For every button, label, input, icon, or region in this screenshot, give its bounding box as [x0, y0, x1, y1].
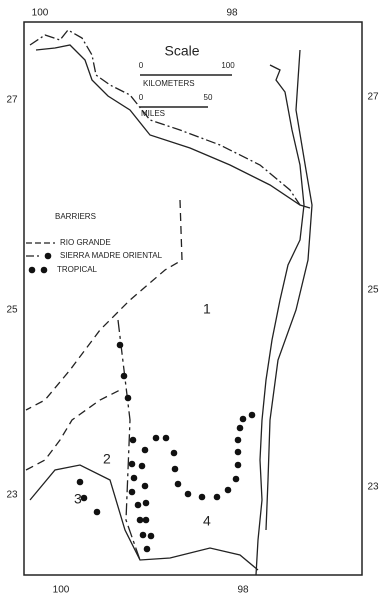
region-label: 2 — [103, 451, 111, 467]
barrier-dot — [171, 465, 179, 473]
barrier-dot — [142, 516, 150, 524]
barrier-dot — [139, 531, 147, 539]
barrier-dot — [134, 501, 142, 509]
map-frame — [23, 21, 363, 576]
legend-item: SIERRA MADRE ORIENTAL — [60, 251, 163, 260]
latitude-label: 27 — [367, 92, 379, 103]
barrier-dot — [120, 372, 128, 380]
longitude-label: 98 — [237, 585, 249, 596]
barrier-dot — [248, 411, 256, 419]
barrier-dot — [116, 341, 124, 349]
barrier-dot — [80, 494, 88, 502]
barrier-dot — [239, 415, 247, 423]
barrier-dot — [224, 486, 232, 494]
barrier-dot — [234, 448, 242, 456]
barrier-dot — [162, 434, 170, 442]
sierra-madre-barrier — [117, 319, 141, 561]
barrier-dot — [143, 545, 151, 553]
barrier-dot — [142, 499, 150, 507]
barrier-dot — [147, 532, 155, 540]
barrier-dot — [128, 460, 136, 468]
barrier-dot — [129, 436, 137, 444]
barrier-dot — [198, 493, 206, 501]
legend-title: BARRIERS — [55, 212, 96, 221]
barrier-dot — [152, 434, 160, 442]
barrier-dot — [170, 449, 178, 457]
scale-label: 0 — [139, 93, 144, 102]
region-label: 1 — [203, 301, 211, 317]
barrier-dot — [184, 490, 192, 498]
barrier-dot — [130, 474, 138, 482]
barrier-dot — [128, 488, 136, 496]
latitude-label: 25 — [367, 285, 379, 296]
coastline — [255, 64, 305, 576]
barrier-dot — [141, 446, 149, 454]
barrier-dot — [93, 508, 101, 516]
region-label: 4 — [203, 513, 211, 529]
barrier-dot — [234, 436, 242, 444]
legend-item: TROPICAL — [57, 265, 98, 274]
barrier-dot — [124, 394, 132, 402]
longitude-label: 100 — [32, 8, 49, 19]
longitude-label: 100 — [53, 585, 70, 596]
latitude-label: 25 — [6, 305, 18, 316]
rio-grande-barrier — [25, 389, 121, 471]
barrier-island — [265, 49, 313, 531]
longitude-label: 98 — [226, 8, 238, 19]
barrier-dot — [141, 482, 149, 490]
river — [35, 44, 311, 209]
barrier-dot — [136, 516, 144, 524]
barrier-dot — [234, 461, 242, 469]
scale-label: 50 — [204, 93, 213, 102]
barrier-dot — [76, 478, 84, 486]
rio-grande-barrier — [25, 199, 183, 411]
barrier-dot — [174, 480, 182, 488]
barrier-dot — [213, 493, 221, 501]
legend-symbol — [28, 266, 36, 274]
barrier-dot — [236, 424, 244, 432]
scale-unit: KILOMETERS — [143, 79, 195, 88]
south-border — [29, 464, 259, 571]
barrier-dot — [138, 462, 146, 470]
region-label: 3 — [74, 491, 82, 507]
barrier-dot — [232, 475, 240, 483]
scale-label: 100 — [221, 61, 235, 70]
scale-label: 0 — [139, 61, 144, 70]
legend-item: RIO GRANDE — [60, 238, 111, 247]
scale-title: Scale — [164, 43, 199, 59]
latitude-label: 23 — [6, 490, 18, 501]
tropical-barrier — [76, 341, 256, 553]
legend-symbol — [40, 266, 48, 274]
latitude-label: 27 — [6, 95, 18, 106]
latitude-label: 23 — [367, 482, 379, 493]
scale-unit: MILES — [141, 109, 165, 118]
legend-symbol — [44, 252, 52, 260]
state-border — [29, 29, 301, 206]
